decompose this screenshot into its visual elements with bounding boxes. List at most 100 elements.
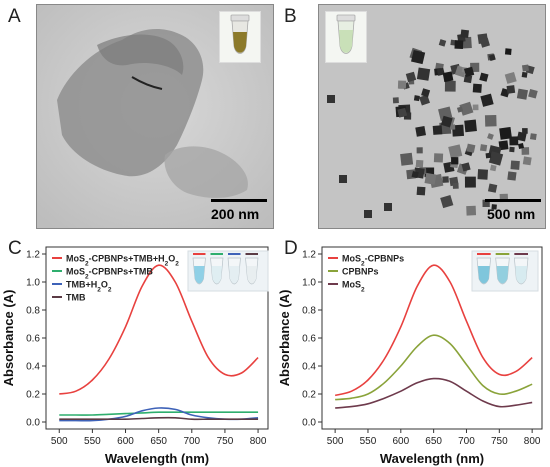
nanocube — [485, 152, 492, 159]
nanocube — [440, 115, 453, 128]
nanocube — [364, 210, 372, 218]
nanocube — [438, 39, 447, 47]
nanocube — [416, 67, 431, 81]
nanocube — [456, 106, 464, 113]
x-tick-label: 650 — [425, 436, 442, 447]
nanocube — [488, 151, 504, 166]
nanocube — [448, 144, 463, 159]
vial-solution — [515, 266, 527, 284]
scale-bar-line — [485, 199, 541, 202]
nanocube — [466, 205, 477, 216]
nanocube — [518, 142, 525, 149]
nanocube — [384, 203, 392, 211]
vial-icon — [230, 14, 250, 54]
nanocube — [460, 29, 469, 39]
nanocube — [415, 159, 424, 168]
y-tick-label: 0.0 — [26, 418, 40, 429]
y-tick-label: 0.6 — [302, 334, 316, 345]
nanocube — [522, 156, 532, 166]
nanocube — [424, 172, 437, 185]
nanocube — [339, 175, 347, 183]
nanocube — [400, 152, 414, 166]
nanocube — [487, 133, 494, 140]
vial-solution — [211, 266, 222, 284]
nanocube — [449, 124, 456, 130]
series-line — [335, 377, 533, 409]
scale-bar-label: 500 nm — [487, 206, 536, 222]
nanocube — [397, 80, 407, 89]
x-tick-label: 550 — [84, 436, 101, 447]
nanocube — [509, 146, 515, 153]
legend-label: TMB+H2O2 — [66, 280, 112, 294]
tem-image-cpbnps: 500 nm — [318, 4, 546, 229]
absorbance-chart-d: 500 550 600 650 700 750 800 0.0 0.2 0.4 0.6 0.8 1.0 1… — [277, 246, 543, 466]
x-tick-label: 700 — [458, 436, 475, 447]
vial-solution — [246, 266, 257, 284]
x-tick-label: 500 — [51, 436, 68, 447]
nanocube — [522, 128, 528, 134]
scale-bar-label: 200 nm — [211, 206, 260, 222]
y-tick-label: 0.8 — [302, 306, 316, 317]
vial-inset-a — [219, 11, 261, 63]
nanocube — [480, 93, 494, 107]
nanocube — [472, 104, 479, 111]
nanocube — [327, 95, 335, 103]
nanocube — [499, 126, 512, 140]
series-line — [59, 264, 259, 395]
nanocube — [516, 131, 527, 142]
legend-label: MoS2-CPBNPs+TMB — [66, 267, 153, 281]
legend-label: MoS2-CPBNPs+TMB+H2O2 — [66, 254, 179, 268]
nanocube — [489, 164, 497, 172]
x-tick-label: 700 — [183, 436, 200, 447]
nanocube — [444, 80, 456, 92]
nanocube — [516, 88, 528, 100]
y-tick-label: 0.2 — [302, 390, 316, 401]
nanocube — [487, 183, 498, 193]
y-tick-label: 0.4 — [302, 362, 316, 373]
series-line — [334, 264, 533, 397]
nanocube — [452, 182, 459, 189]
nanocube — [433, 153, 444, 163]
panel-label-c: C — [8, 238, 22, 259]
tem-image-mos2-nanosheets: 200 nm — [36, 4, 274, 229]
nanocube — [463, 66, 475, 77]
x-tick-label: 500 — [327, 436, 344, 447]
legend-label: MoS2-CPBNPs — [342, 254, 404, 268]
nanocube — [442, 176, 449, 183]
nanocube — [507, 171, 517, 181]
nanocube — [419, 94, 430, 106]
vial-solution — [194, 266, 205, 284]
nanocube — [421, 88, 431, 98]
nanocube — [464, 119, 477, 133]
nanocube — [479, 144, 488, 152]
y-axis-label: Absorbance (A) — [277, 290, 292, 387]
series-line — [59, 416, 259, 421]
vial-icon — [336, 14, 356, 54]
x-tick-label: 600 — [117, 436, 134, 447]
x-axis-label: Wavelength (nm) — [380, 451, 484, 466]
nanocube — [436, 67, 445, 76]
nanocube — [464, 176, 476, 188]
vial-solution — [478, 266, 490, 284]
nanocube — [521, 147, 530, 155]
legend-label: MoS2 — [342, 280, 365, 294]
x-tick-label: 750 — [217, 436, 234, 447]
absorbance-chart-c: 500 550 600 650 700 750 800 0.0 0.2 0.4 0.6 0.8 1.0 1… — [1, 246, 269, 466]
legend-label: CPBNPs — [342, 267, 379, 277]
x-tick-label: 800 — [250, 436, 267, 447]
nanocube — [416, 186, 426, 196]
nanocube — [466, 143, 476, 153]
nanocube — [521, 71, 528, 78]
x-tick-label: 550 — [360, 436, 377, 447]
y-axis-label: Absorbance (A) — [1, 290, 16, 387]
panel-label-d: D — [284, 238, 298, 259]
vial-solution — [496, 266, 509, 284]
nanocube — [442, 71, 454, 83]
nanocube — [432, 125, 443, 135]
nanocube — [459, 101, 474, 116]
nanocube — [415, 126, 427, 137]
nanocube — [521, 64, 530, 72]
nanocube — [413, 95, 420, 102]
nanocube — [463, 74, 473, 84]
nanocube — [477, 169, 489, 180]
